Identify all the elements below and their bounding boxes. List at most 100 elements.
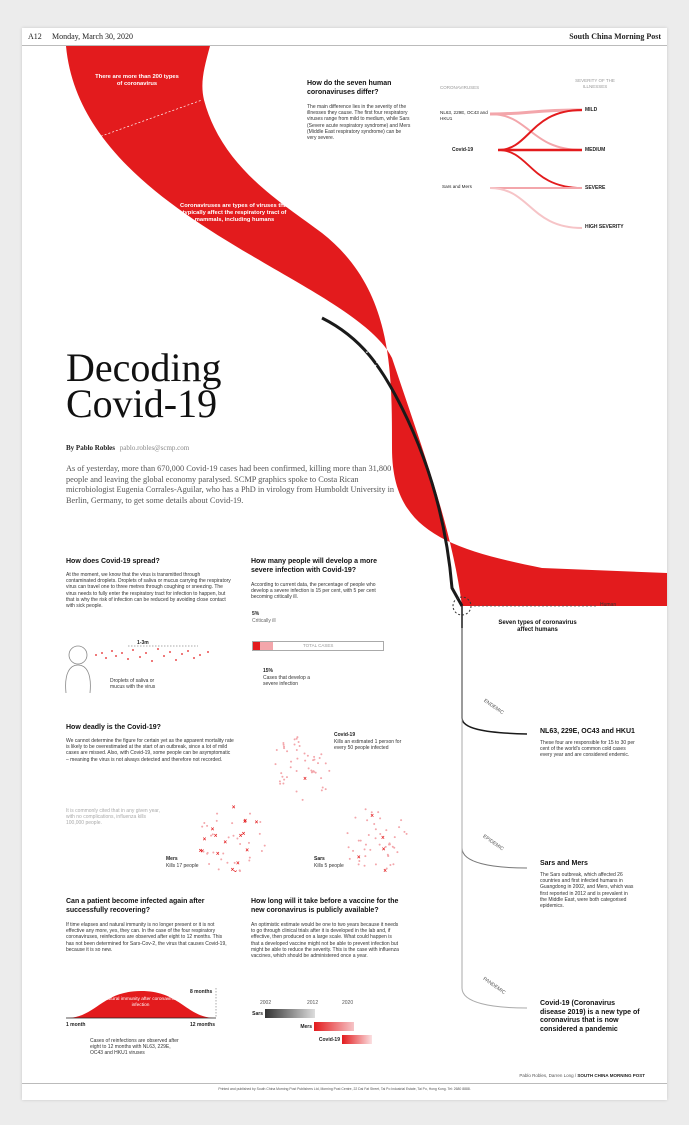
mers-death-mark: × [232,805,236,811]
mers-infected-dot [226,861,229,864]
month-8-label: 8 months [190,989,213,995]
mers-death-mark: × [234,870,238,872]
sars-death-mark: × [383,868,387,872]
covid-infected-dot [312,770,315,773]
reinfect-caption: Cases of reinfections are observed after… [90,1038,179,1057]
sars-infected-dot [398,826,401,829]
mers-infected-dot [260,849,263,852]
covid-infected-dot [324,788,327,791]
epidemic-title: Sars and Mers [540,860,588,867]
mers-death-mark: × [231,867,235,872]
mers-infected-dot [202,850,205,853]
sars-infected-dot [346,832,349,835]
spread-illustration [65,645,209,693]
ribbon-shape [66,46,667,606]
mers-infected-dot [238,869,241,872]
intro-paragraph: As of yesterday, more than 670,000 Covid… [66,464,395,505]
byline-email[interactable]: pablo.robles@scmp.com [119,444,190,452]
covid-infected-dot [312,759,315,762]
sars-death-name: Sars [314,856,325,862]
year-2020: 2020 [342,1000,354,1006]
covid-infected-dot [285,776,288,779]
coronavirus-ribbon-graphic [66,46,667,1009]
sars-infected-dot [379,833,382,836]
covid-infected-dot [282,782,285,785]
footer-credit-pub: SOUTH CHINA MORNING POST [577,1073,645,1078]
covid-infected-dot [293,743,296,746]
critical-pct: 5% [252,611,260,617]
covid-infected-dot [298,744,301,747]
sars-infected-dot [367,833,370,836]
vaccine-mers-bar: Developing [314,1022,354,1036]
virus-label-sars-mers: Sars and Mers [442,184,472,189]
critical-label: Critically ill [252,618,276,624]
sars-infected-dot [363,848,366,851]
mers-death-mark: × [255,820,259,826]
mers-infected-dot [227,836,230,839]
covid-cluster: × [274,736,331,801]
covid-infected-dot [306,754,309,757]
sars-infected-dot [364,843,367,846]
newspaper-page: A12 Monday, March 30, 2020 South China M… [22,28,667,1100]
headline: Decoding Covid-19 [66,345,222,426]
ribbon-label-mammals: Coronaviruses are types of viruses that … [180,203,289,223]
sars-infected-dot [405,832,408,835]
vaccine-sars-status: Cancelled [268,1018,289,1023]
covid-infected-dot [296,736,299,739]
severity-high: HIGH SEVERITY [585,224,624,230]
covid-infected-dot [286,750,289,753]
byline-author: By Pablo Robles [66,444,116,452]
ribbon-label-seven: Seven types affect humans [402,318,454,331]
severe-body: According to current data, the percentag… [251,582,376,601]
severe-pct: 15% [263,668,274,674]
mers-infected-dot [210,834,213,837]
covid-infected-dot [279,782,282,785]
sars-infected-dot [384,845,387,848]
mers-infected-dot [236,837,239,840]
mers-death-mark: × [203,837,207,843]
severity-mild: MILD [585,107,598,113]
mers-death-mark: × [245,848,249,854]
pandemic-title: Covid-19 (Coronavirus disease 2019) is a… [540,1000,640,1033]
covid-infected-dot [295,790,298,793]
mers-infected-dot [203,822,206,825]
headline-line-1: Decoding [66,345,222,390]
seven-types-marker [358,351,378,371]
mers-death-mark: × [243,819,247,825]
sars-infected-dot [374,837,377,840]
sars-death-text: Kills 5 people [314,863,344,869]
covid-infected-dot [278,780,281,783]
footer-imprint: Printed and published by South China Mor… [218,1087,471,1091]
vaccine-covid-bar: Start [342,1035,372,1049]
sars-infected-dot [364,855,367,858]
mers-infected-dot [233,861,236,864]
reinfect-body: If time elapses and natural immunity is … [66,922,227,953]
vaccine-covid-status: Start [345,1044,355,1049]
headline-line-2: Covid-19 [66,381,218,426]
sars-infected-dot [357,839,360,842]
sars-infected-dot [385,829,388,832]
covid-infected-dot [282,741,285,744]
covid-infected-dot [283,747,286,750]
sars-death-mark: × [382,847,386,853]
severe-cases-fill [253,642,273,650]
covid-infected-dot [320,789,323,792]
covid-infected-dot [289,766,292,769]
sars-infected-dot [385,867,388,870]
covid-death-text: Kills an estimated 1 person for every 50… [334,739,402,752]
sars-infected-dot [354,816,357,819]
sars-infected-dot [359,839,362,842]
covid-infected-dot [290,760,293,763]
sars-infected-dot [347,846,350,849]
vaccine-sars-name: Sars [252,1011,263,1017]
human-virus-line [321,316,464,607]
mers-infected-dot [217,868,220,871]
page-number: A12 [28,32,42,41]
droplet-dots [95,648,209,662]
month-1-label: 1 month [66,1022,86,1028]
vaccine-mers-status: Developing [317,1031,340,1036]
year-2002: 2002 [260,1000,272,1006]
pandemic-branch [461,628,528,1009]
mers-death-text: Kills 17 people [166,863,199,869]
covid-infected-dot [328,769,331,772]
